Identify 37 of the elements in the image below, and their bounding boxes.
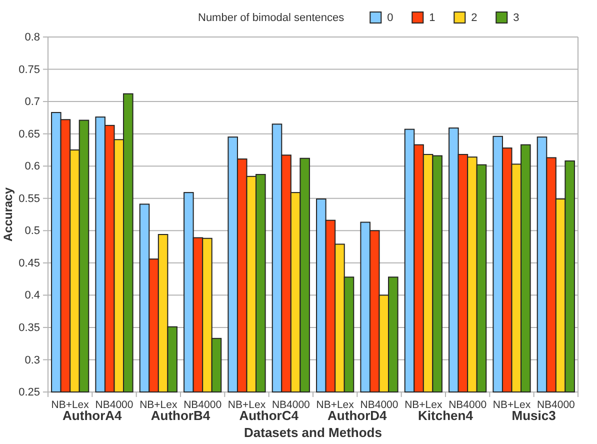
y-tick-label: 0.35: [18, 322, 40, 334]
y-tick-label: 0.55: [18, 192, 40, 205]
y-tick-label: 0.6: [24, 160, 40, 173]
x-tick-label: NB+Lex: [404, 399, 443, 411]
y-tick-label: 0.8: [24, 32, 40, 44]
text: AuthorC4: [239, 408, 300, 423]
text: Kitchen4: [418, 408, 474, 423]
x-tick-label: NB+Lex: [51, 399, 90, 411]
y-tick-label: 0.5: [24, 225, 40, 238]
legend-title: Number of bimodal sentences: [198, 12, 345, 24]
y-tick-label: 0.7: [24, 96, 40, 108]
x-axis-title: Datasets and Methods: [244, 425, 382, 440]
y-tick-label: 0.75: [18, 64, 40, 76]
x-tick-label: NB4000: [95, 399, 134, 411]
y-tick-label: 0.65: [18, 128, 40, 140]
y-axis-title: Accuracy: [1, 187, 15, 242]
text: AuthorA4: [62, 408, 123, 423]
legend-label: 2: [471, 12, 478, 24]
text: AuthorB4: [150, 408, 211, 423]
x-tick-label: NB4000: [360, 399, 398, 411]
x-tick-label: NB4000: [536, 399, 576, 411]
legend-label: 3: [513, 12, 520, 24]
text: AuthorD4: [328, 408, 388, 423]
x-tick-label: NB+Lex: [492, 399, 532, 411]
x-tick-label: NB+Lex: [228, 399, 266, 411]
x-tick-label: NB4000: [184, 399, 222, 411]
text: Music3: [512, 408, 556, 423]
x-tick-label: NB4000: [272, 399, 310, 411]
y-tick-label: 0.4: [24, 290, 40, 302]
x-tick-label: NB+Lex: [140, 399, 178, 411]
legend-label: 0: [387, 12, 394, 24]
legend-label: 1: [429, 12, 436, 24]
y-tick-label: 0.45: [18, 257, 40, 270]
y-tick-label: 0.3: [24, 354, 40, 366]
x-tick-label: NB4000: [448, 399, 487, 411]
y-tick-label: 0.25: [18, 386, 40, 399]
x-tick-label: NB+Lex: [316, 399, 355, 411]
